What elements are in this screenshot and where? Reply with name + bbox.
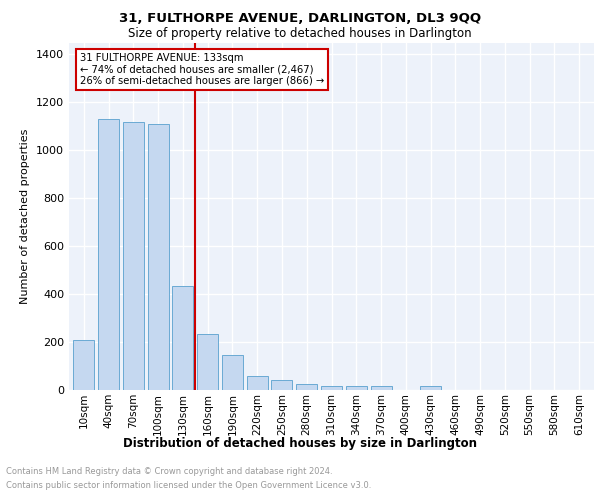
Bar <box>148 124 169 390</box>
Bar <box>73 340 94 390</box>
Text: Distribution of detached houses by size in Darlington: Distribution of detached houses by size … <box>123 438 477 450</box>
Bar <box>296 384 317 390</box>
Text: 31 FULTHORPE AVENUE: 133sqm
← 74% of detached houses are smaller (2,467)
26% of : 31 FULTHORPE AVENUE: 133sqm ← 74% of det… <box>79 53 324 86</box>
Bar <box>346 386 367 390</box>
Bar <box>371 386 392 390</box>
Text: 31, FULTHORPE AVENUE, DARLINGTON, DL3 9QQ: 31, FULTHORPE AVENUE, DARLINGTON, DL3 9Q… <box>119 12 481 26</box>
Bar <box>420 386 441 390</box>
Text: Contains HM Land Registry data © Crown copyright and database right 2024.: Contains HM Land Registry data © Crown c… <box>6 468 332 476</box>
Bar <box>271 380 292 390</box>
Y-axis label: Number of detached properties: Number of detached properties <box>20 128 31 304</box>
Bar <box>197 334 218 390</box>
Bar <box>247 376 268 390</box>
Text: Contains public sector information licensed under the Open Government Licence v3: Contains public sector information licen… <box>6 481 371 490</box>
Bar <box>321 386 342 390</box>
Bar <box>123 122 144 390</box>
Bar <box>222 355 243 390</box>
Text: Size of property relative to detached houses in Darlington: Size of property relative to detached ho… <box>128 28 472 40</box>
Bar <box>98 119 119 390</box>
Bar <box>172 286 193 390</box>
